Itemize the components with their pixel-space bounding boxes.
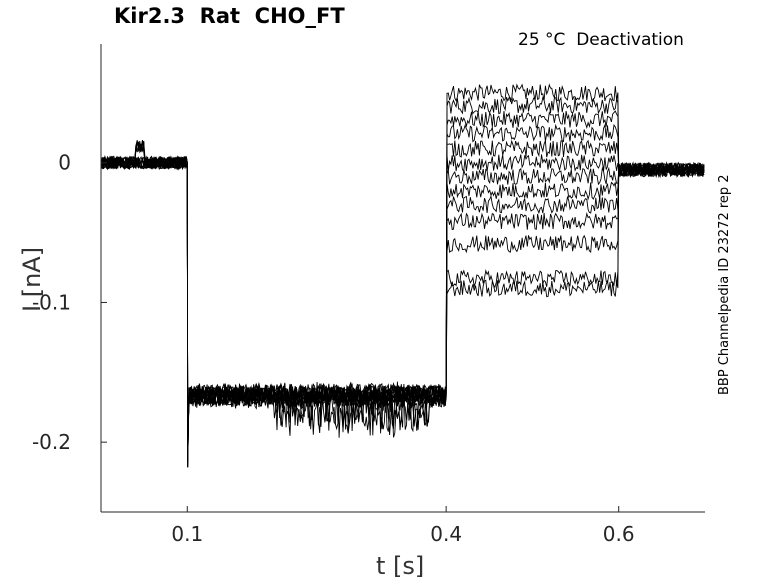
x-axis-label: t [s]	[376, 552, 425, 580]
trace-11	[100, 140, 705, 468]
x-tick-label: 0.4	[430, 522, 462, 546]
side-label: BBP Channelpedia ID 23272 rep 2	[717, 174, 732, 395]
x-tick-label: 0.1	[171, 522, 203, 546]
chart-subtitle: 25 °C Deactivation	[518, 30, 684, 50]
trace-9	[100, 143, 705, 457]
current-traces	[100, 83, 705, 468]
y-tick-label: -0.2	[32, 430, 71, 454]
trace-12	[100, 155, 705, 457]
y-axis-label: I [nA]	[18, 246, 46, 312]
x-tick-label: 0.6	[603, 522, 635, 546]
trace-6	[100, 155, 705, 457]
chart-title: Kir2.3 Rat CHO_FT	[114, 4, 345, 28]
trace-7	[100, 140, 705, 462]
y-tick-label: -0.1	[32, 290, 71, 314]
y-tick-label: 0	[58, 151, 71, 175]
axes: 0.1 0.4 0.6 0 -0.1 -0.2	[32, 44, 705, 546]
trace-4	[100, 139, 705, 462]
